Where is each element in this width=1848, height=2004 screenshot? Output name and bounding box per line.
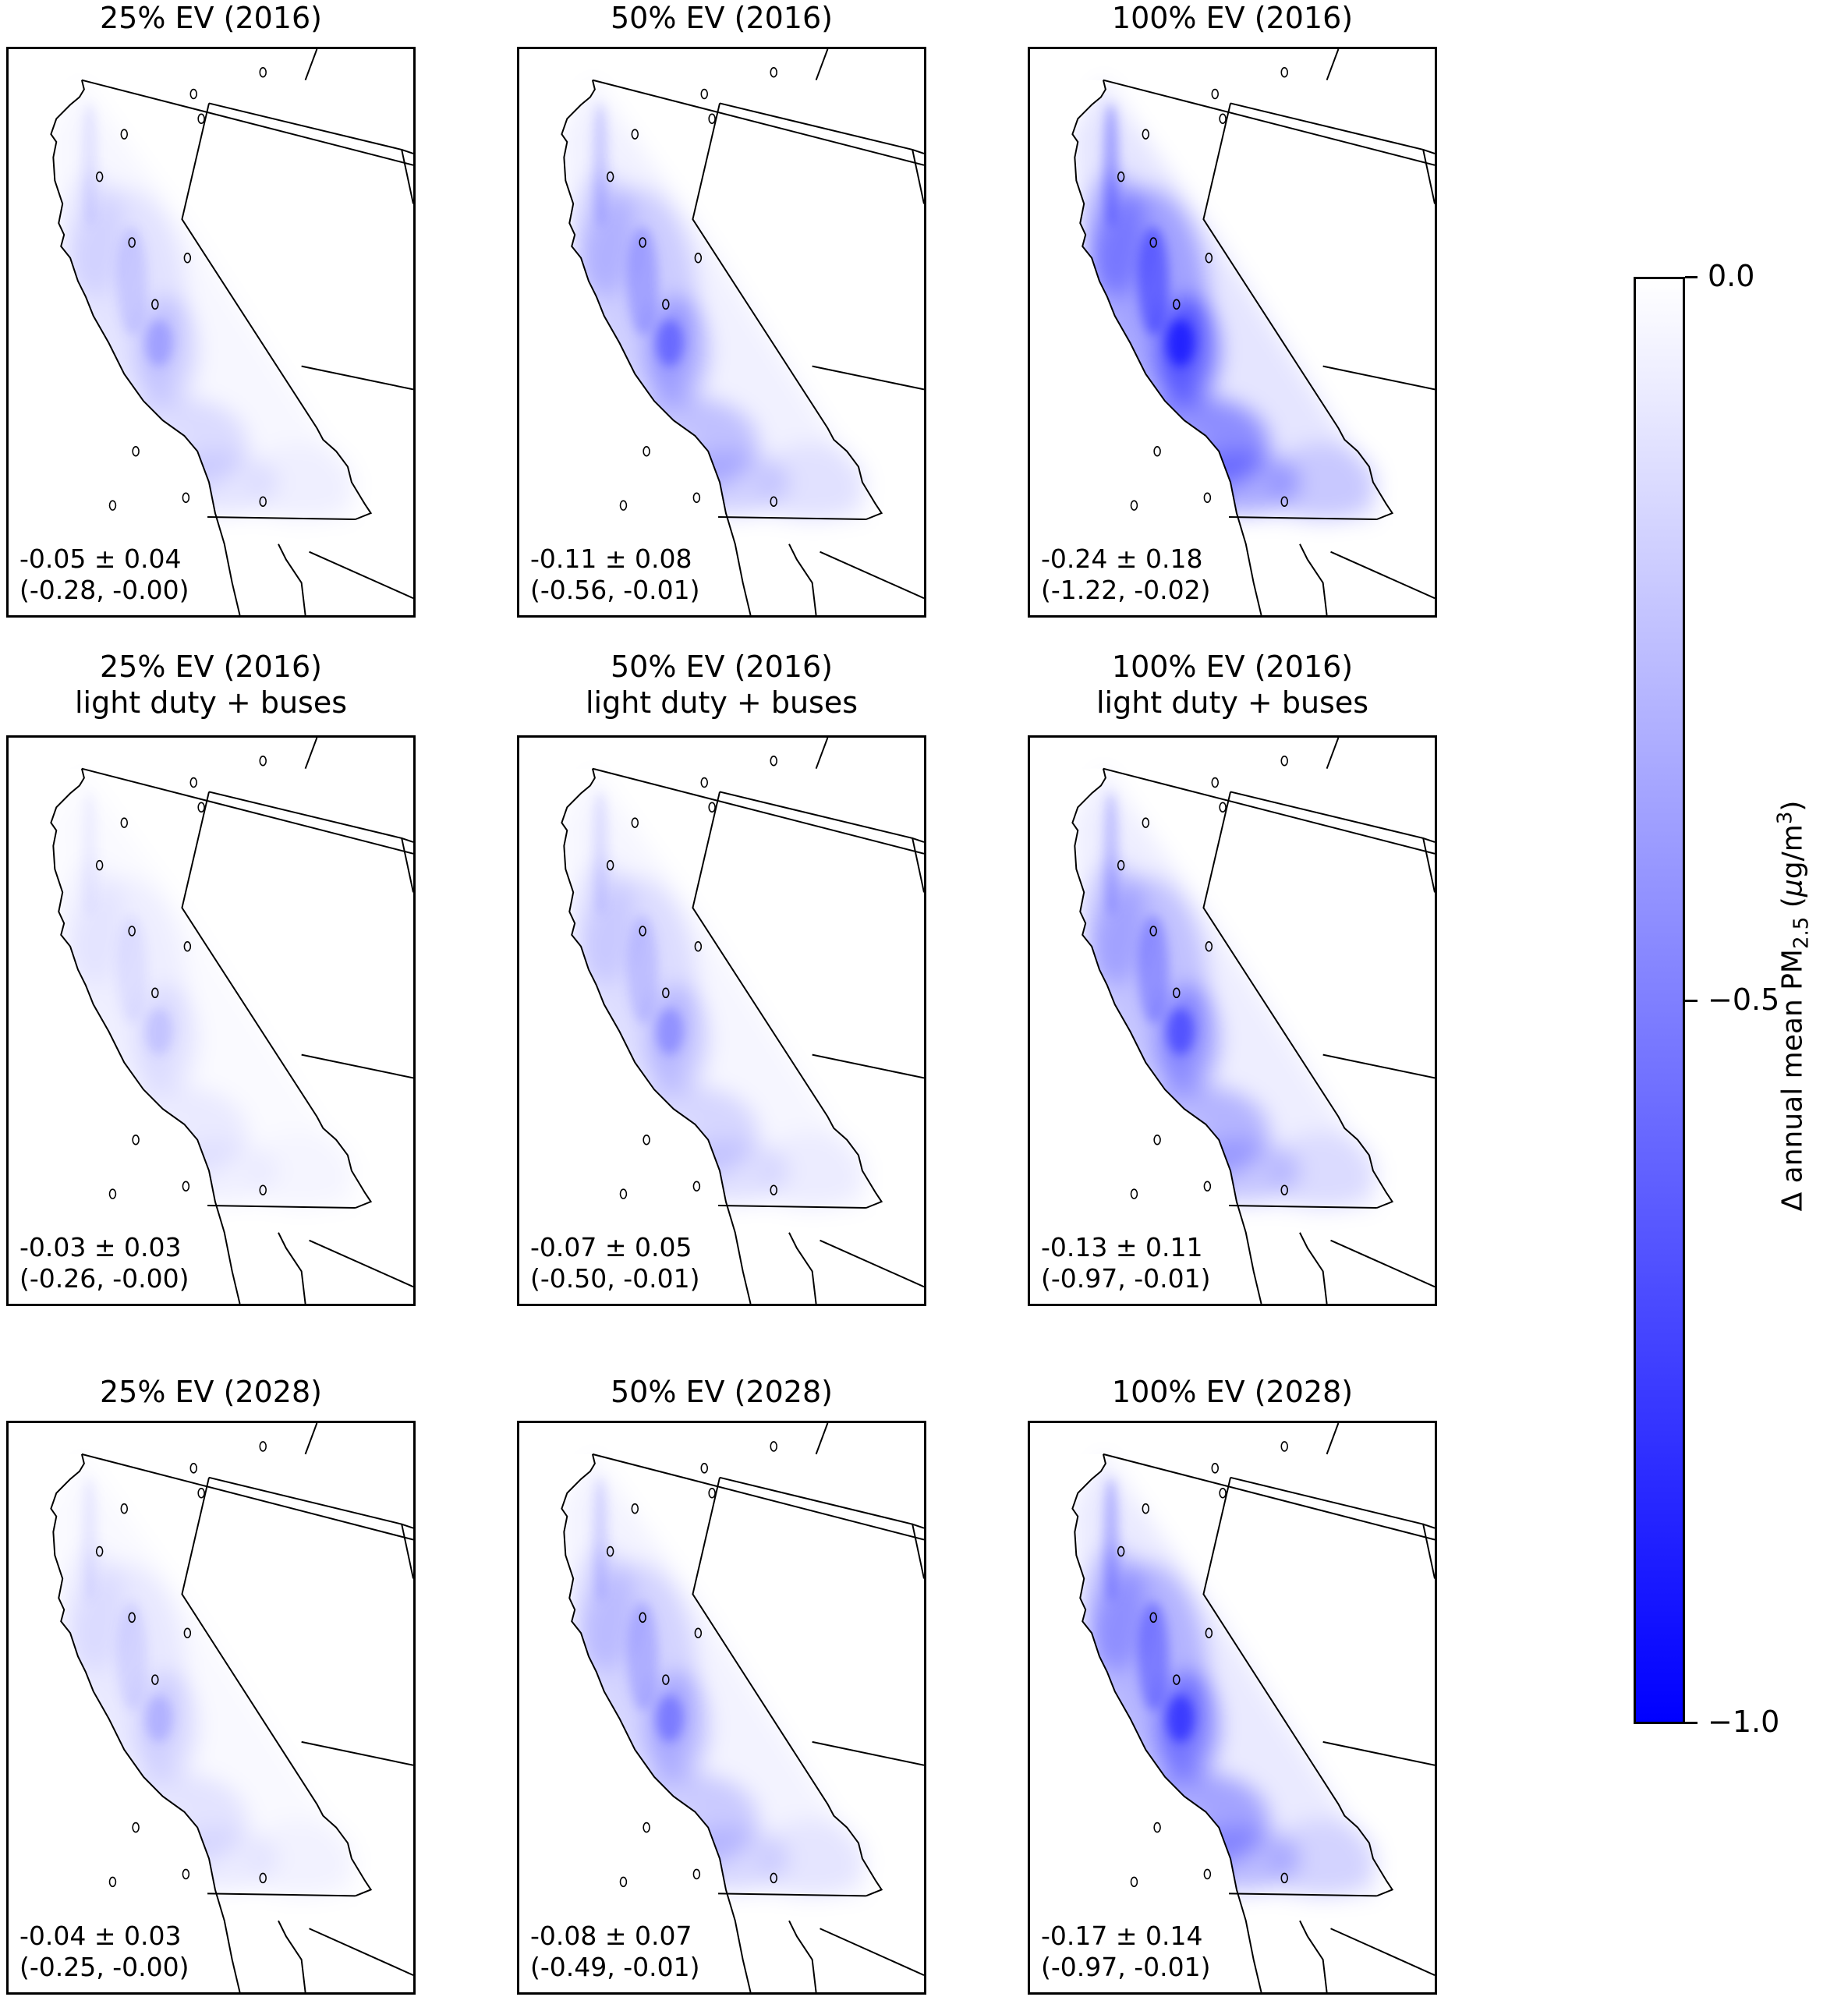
colorbar: [1634, 277, 1685, 1724]
stats-mean-sd: -0.24 ± 0.18: [1041, 543, 1203, 574]
panel-title-block: 100% EV (2028): [1028, 1374, 1437, 1421]
panel-title: 25% EV (2016): [100, 650, 322, 684]
stats-range: (-0.28, -0.00): [19, 575, 189, 605]
map-panel: -0.08 ± 0.07 (-0.49, -0.01): [517, 1421, 926, 1995]
stats-mean-sd: -0.08 ± 0.07: [530, 1921, 692, 1951]
stats-mean-sd: -0.17 ± 0.14: [1041, 1921, 1203, 1951]
stats-range: (-1.22, -0.02): [1041, 575, 1211, 605]
panel-title: 100% EV (2028): [1111, 1375, 1354, 1409]
panel-stats: -0.17 ± 0.14 (-0.97, -0.01): [1041, 1921, 1211, 1983]
colorbar-tick-2: [1685, 1722, 1698, 1724]
stats-range: (-0.25, -0.00): [19, 1952, 189, 1982]
map-panel: -0.11 ± 0.08 (-0.56, -0.01): [517, 47, 926, 618]
stats-mean-sd: -0.05 ± 0.04: [19, 543, 182, 574]
panel-title: 100% EV (2016): [1111, 650, 1354, 684]
panel-stats: -0.05 ± 0.04 (-0.28, -0.00): [19, 543, 189, 606]
panel-title-block: 100% EV (2016) light duty + buses: [1028, 649, 1437, 735]
panel-stats: -0.24 ± 0.18 (-1.22, -0.02): [1041, 543, 1211, 606]
panel-title: 25% EV (2016): [100, 1, 322, 35]
panel-title-block: 25% EV (2016) light duty + buses: [6, 649, 416, 735]
map-panel: -0.07 ± 0.05 (-0.50, -0.01): [517, 735, 926, 1306]
panel-stats: -0.07 ± 0.05 (-0.50, -0.01): [530, 1232, 700, 1294]
panel-stats: -0.03 ± 0.03 (-0.26, -0.00): [19, 1232, 189, 1294]
colorbar-tick-label: −1.0: [1708, 1705, 1780, 1739]
panel-title-block: 25% EV (2028): [6, 1374, 416, 1421]
panel-title: 50% EV (2016): [611, 650, 833, 684]
colorbar-label: Δ annual mean PM2.5 (μg/m3): [1773, 800, 1814, 1212]
panel-title: light duty + buses: [585, 685, 859, 720]
panel-stats: -0.04 ± 0.03 (-0.25, -0.00): [19, 1921, 189, 1983]
map-panel: -0.13 ± 0.11 (-0.97, -0.01): [1028, 735, 1437, 1306]
stats-mean-sd: -0.11 ± 0.08: [530, 543, 692, 574]
panel-title-block: 25% EV (2016): [6, 0, 416, 47]
map-panel: -0.05 ± 0.04 (-0.28, -0.00): [6, 47, 416, 618]
panel-title: 100% EV (2016): [1111, 1, 1354, 35]
stats-range: (-0.56, -0.01): [530, 575, 700, 605]
panel-title-block: 50% EV (2028): [517, 1374, 926, 1421]
colorbar-tick-1: [1685, 1000, 1698, 1002]
stats-range: (-0.49, -0.01): [530, 1952, 700, 1982]
stats-mean-sd: -0.07 ± 0.05: [530, 1232, 692, 1262]
panel-title-block: 50% EV (2016): [517, 0, 926, 47]
stats-range: (-0.26, -0.00): [19, 1263, 189, 1294]
map-panel: -0.24 ± 0.18 (-1.22, -0.02): [1028, 47, 1437, 618]
panel-title: light duty + buses: [74, 685, 348, 720]
panel-title-block: 50% EV (2016) light duty + buses: [517, 649, 926, 735]
panel-title-block: 100% EV (2016): [1028, 0, 1437, 47]
stats-mean-sd: -0.03 ± 0.03: [19, 1232, 182, 1262]
colorbar-tick-label: 0.0: [1708, 259, 1755, 293]
stats-range: (-0.97, -0.01): [1041, 1952, 1211, 1982]
map-panel: -0.03 ± 0.03 (-0.26, -0.00): [6, 735, 416, 1306]
map-panel: -0.04 ± 0.03 (-0.25, -0.00): [6, 1421, 416, 1995]
panel-stats: -0.13 ± 0.11 (-0.97, -0.01): [1041, 1232, 1211, 1294]
panel-title: 25% EV (2028): [100, 1375, 322, 1409]
map-panel: -0.17 ± 0.14 (-0.97, -0.01): [1028, 1421, 1437, 1995]
panel-title: 50% EV (2016): [611, 1, 833, 35]
colorbar-tick-0: [1685, 276, 1698, 278]
stats-range: (-0.50, -0.01): [530, 1263, 700, 1294]
stats-mean-sd: -0.13 ± 0.11: [1041, 1232, 1203, 1262]
panel-title: 50% EV (2028): [611, 1375, 833, 1409]
panel-title: light duty + buses: [1096, 685, 1369, 720]
stats-mean-sd: -0.04 ± 0.03: [19, 1921, 182, 1951]
colorbar-tick-label: −0.5: [1708, 983, 1780, 1017]
stats-range: (-0.97, -0.01): [1041, 1263, 1211, 1294]
panel-stats: -0.11 ± 0.08 (-0.56, -0.01): [530, 543, 700, 606]
panel-stats: -0.08 ± 0.07 (-0.49, -0.01): [530, 1921, 700, 1983]
